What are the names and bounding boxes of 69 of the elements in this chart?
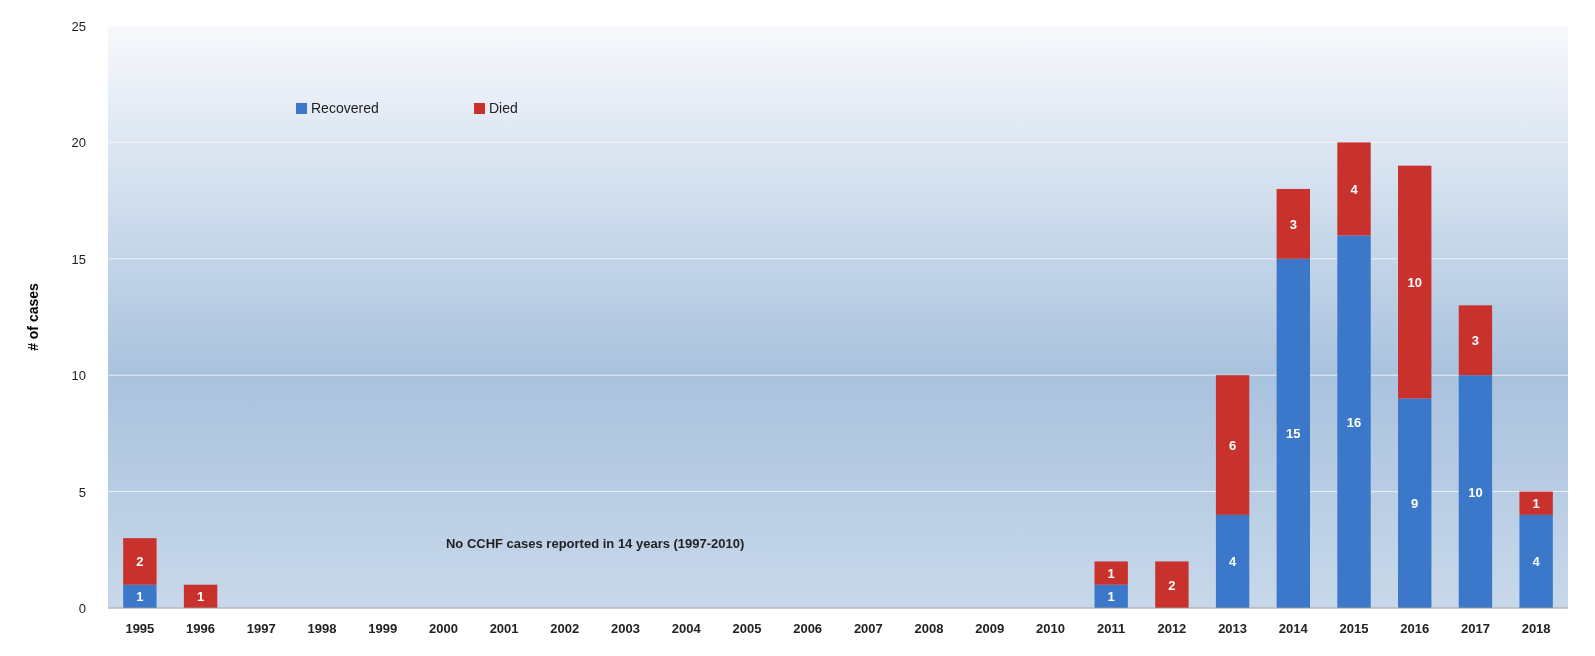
- x-tick-label: 2006: [793, 621, 823, 636]
- x-tick-label: 2017: [1460, 621, 1490, 636]
- data-label: 1: [196, 589, 205, 605]
- x-tick-label: 2014: [1278, 621, 1309, 636]
- bar: [1276, 258, 1310, 608]
- x-tick-label: 2009: [975, 621, 1005, 636]
- x-tick-label: 2005: [732, 621, 762, 636]
- x-tick-label: 2016: [1400, 621, 1430, 636]
- bar: [1215, 375, 1250, 515]
- x-tick-label: 2012: [1157, 621, 1187, 636]
- legend-label: Died: [489, 100, 518, 116]
- x-tick-label: 2003: [611, 621, 640, 636]
- data-label: 10: [1407, 275, 1422, 291]
- data-label: 9: [1411, 496, 1419, 512]
- bar: [1458, 375, 1493, 608]
- bar: [1215, 514, 1250, 608]
- x-tick-label: 1997: [246, 621, 276, 636]
- y-axis-title: # of cases: [25, 282, 41, 351]
- bar: [1398, 398, 1432, 608]
- bar: [1398, 165, 1432, 399]
- data-label: 4: [1532, 554, 1541, 570]
- data-label: 1: [1532, 496, 1540, 512]
- y-tick-label: 5: [78, 484, 86, 500]
- bar: [1519, 491, 1553, 515]
- x-tick-label: 2000: [428, 621, 458, 636]
- x-tick-label: 2018: [1521, 621, 1551, 636]
- x-tick-label: 2001: [489, 621, 519, 636]
- data-label: 4: [1228, 554, 1237, 570]
- data-label: 1: [1107, 566, 1115, 582]
- data-label: 3: [1289, 216, 1297, 232]
- bar: [1458, 305, 1493, 376]
- x-tick-label: 2008: [914, 621, 944, 636]
- data-label: 15: [1286, 426, 1301, 442]
- bar: [1094, 584, 1128, 608]
- data-label: 1: [136, 589, 144, 605]
- y-tick-label: 0: [78, 601, 86, 616]
- bar: [1155, 561, 1189, 608]
- annotation: No CCHF cases reported in 14 years (1997-2010): [445, 535, 745, 551]
- x-tick-label: 2011: [1097, 621, 1126, 636]
- data-label: 6: [1228, 438, 1237, 454]
- legend-label: Recovered: [311, 100, 379, 116]
- bar: [1337, 142, 1371, 236]
- data-label: 3: [1471, 333, 1480, 349]
- data-label: 10: [1468, 484, 1483, 500]
- x-tick-label: 2004: [671, 621, 702, 636]
- data-label: 2: [136, 554, 144, 570]
- x-tick-label: 2007: [853, 621, 883, 636]
- x-tick-label: 2013: [1218, 621, 1248, 636]
- x-tick-label: 2002: [550, 621, 580, 636]
- bar: [123, 538, 157, 585]
- data-label: 16: [1346, 414, 1362, 430]
- y-tick-label: 20: [71, 135, 86, 151]
- bar: [1519, 514, 1553, 608]
- x-tick-label: 2015: [1339, 621, 1369, 636]
- x-tick-label: 1999: [368, 621, 398, 636]
- x-tick-label: 2010: [1036, 621, 1065, 636]
- bar: [123, 584, 157, 608]
- y-tick-label: 25: [71, 19, 86, 34]
- bar: [1276, 188, 1310, 259]
- x-tick-label: 1995: [125, 621, 155, 636]
- x-tick-label: 1996: [186, 621, 216, 636]
- data-label: 2: [1168, 577, 1176, 593]
- data-label: 1: [1107, 589, 1115, 605]
- bar: [1094, 561, 1128, 585]
- data-label: 4: [1350, 181, 1359, 197]
- bar: [1337, 235, 1371, 608]
- x-tick-label: 1998: [307, 621, 337, 636]
- y-tick-label: 15: [71, 251, 86, 267]
- y-tick-label: 10: [71, 368, 86, 384]
